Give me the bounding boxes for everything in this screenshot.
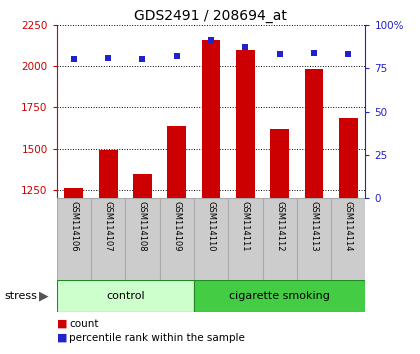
Text: ■: ■ (57, 319, 67, 329)
Point (208, 38, 215, 43)
Bar (57, 198, 91, 280)
Bar (297, 198, 331, 280)
Text: GSM114108: GSM114108 (138, 201, 147, 252)
Bar (262, 198, 297, 280)
Bar (236, 50, 255, 198)
Text: GSM114111: GSM114111 (241, 201, 250, 252)
Bar (339, 118, 358, 198)
Text: GSM114107: GSM114107 (104, 201, 113, 252)
Point (345, 51, 352, 57)
Point (139, 57, 146, 62)
Text: percentile rank within the sample: percentile rank within the sample (69, 333, 245, 343)
Text: GSM114114: GSM114114 (344, 201, 353, 252)
Bar (202, 40, 220, 198)
Text: ■: ■ (57, 333, 67, 343)
Text: GSM114106: GSM114106 (69, 201, 79, 252)
Point (310, 50, 318, 55)
Text: GSM114113: GSM114113 (310, 201, 318, 252)
Bar (91, 198, 125, 280)
Bar (228, 198, 262, 280)
Point (242, 45, 249, 50)
Bar (304, 69, 323, 198)
Text: GDS2491 / 208694_at: GDS2491 / 208694_at (134, 9, 286, 23)
Bar (99, 150, 118, 198)
Bar (125, 198, 160, 280)
Text: GSM114112: GSM114112 (275, 201, 284, 252)
Bar (331, 198, 365, 280)
Bar (57, 280, 194, 312)
Text: GSM114109: GSM114109 (172, 201, 181, 252)
Point (173, 53, 180, 59)
Bar (133, 174, 152, 198)
Bar (160, 198, 194, 280)
Bar (64, 188, 83, 198)
Point (276, 51, 283, 57)
Text: control: control (106, 291, 144, 301)
Text: count: count (69, 319, 99, 329)
Point (71, 57, 77, 62)
Point (105, 55, 112, 61)
Bar (167, 126, 186, 198)
Text: GSM114110: GSM114110 (207, 201, 215, 252)
Text: stress: stress (4, 291, 37, 301)
Text: cigarette smoking: cigarette smoking (229, 291, 330, 301)
Bar (194, 198, 228, 280)
Bar (194, 280, 365, 312)
Text: ▶: ▶ (39, 289, 48, 302)
Bar (270, 129, 289, 198)
